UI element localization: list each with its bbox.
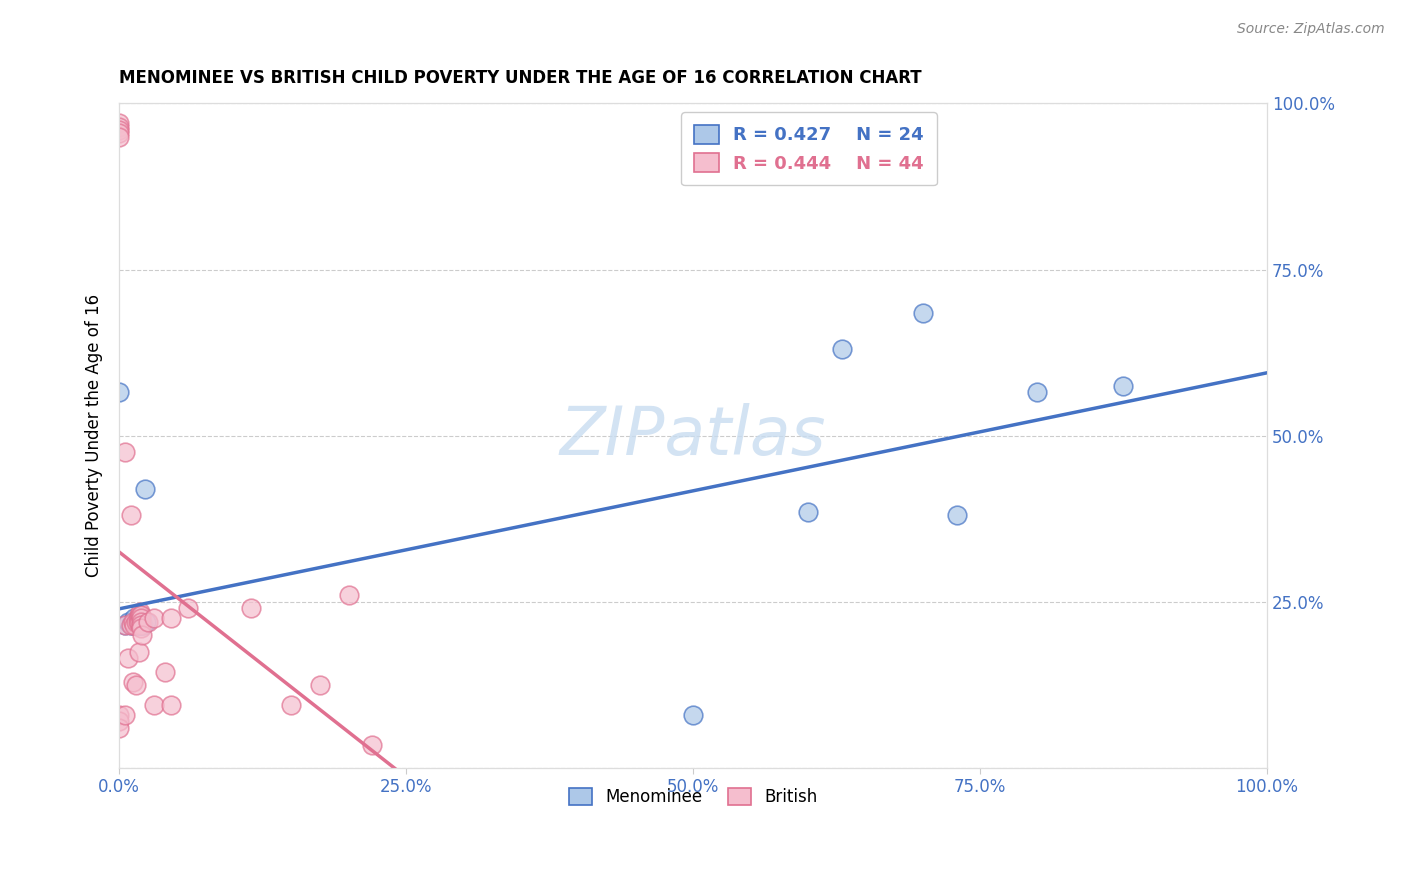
Point: [682, 707, 704, 722]
Point: [240, 601, 263, 615]
Point: [1112, 379, 1135, 393]
Point: [129, 618, 152, 632]
Point: [122, 618, 145, 632]
Point: [129, 621, 152, 635]
Point: [136, 615, 159, 629]
Point: [177, 601, 200, 615]
Point: [117, 651, 139, 665]
Point: [108, 126, 131, 140]
Point: [127, 615, 149, 629]
Point: [124, 615, 146, 629]
Point: [108, 129, 131, 144]
Point: [153, 665, 176, 679]
Point: [108, 120, 131, 134]
Point: [129, 608, 152, 623]
Point: [120, 508, 142, 523]
Legend: Menominee, British: Menominee, British: [562, 781, 824, 813]
Point: [108, 721, 131, 735]
Y-axis label: Child Poverty Under the Age of 16: Child Poverty Under the Age of 16: [86, 294, 103, 577]
Point: [120, 618, 142, 632]
Point: [129, 611, 152, 625]
Point: [114, 618, 136, 632]
Point: [128, 611, 150, 625]
Point: [114, 707, 136, 722]
Point: [108, 385, 131, 400]
Point: [128, 645, 150, 659]
Point: [160, 698, 183, 712]
Point: [125, 615, 148, 629]
Point: [122, 615, 145, 629]
Point: [108, 123, 131, 137]
Point: [129, 615, 152, 629]
Point: [128, 608, 150, 623]
Point: [131, 628, 153, 642]
Point: [129, 615, 152, 629]
Point: [114, 618, 136, 632]
Point: [360, 738, 382, 752]
Point: [108, 714, 131, 729]
Point: [129, 618, 152, 632]
Point: [120, 618, 142, 632]
Point: [337, 588, 360, 602]
Point: [108, 707, 131, 722]
Point: [132, 618, 155, 632]
Text: MENOMINEE VS BRITISH CHILD POVERTY UNDER THE AGE OF 16 CORRELATION CHART: MENOMINEE VS BRITISH CHILD POVERTY UNDER…: [120, 69, 922, 87]
Point: [135, 615, 157, 629]
Point: [122, 611, 145, 625]
Point: [142, 698, 165, 712]
Point: [129, 605, 152, 619]
Point: [797, 505, 820, 519]
Point: [121, 615, 143, 629]
Point: [1026, 385, 1049, 400]
Point: [122, 674, 145, 689]
Point: [280, 698, 302, 712]
Point: [129, 608, 152, 623]
Point: [108, 116, 131, 130]
Text: Source: ZipAtlas.com: Source: ZipAtlas.com: [1237, 22, 1385, 37]
Point: [128, 618, 150, 632]
Point: [946, 508, 969, 523]
Point: [142, 611, 165, 625]
Point: [831, 343, 853, 357]
Point: [160, 611, 183, 625]
Text: ZIPatlas: ZIPatlas: [560, 402, 827, 468]
Point: [117, 615, 139, 629]
Point: [125, 618, 148, 632]
Point: [114, 445, 136, 459]
Point: [134, 482, 156, 496]
Point: [911, 306, 934, 320]
Point: [122, 618, 145, 632]
Point: [131, 618, 153, 632]
Point: [309, 678, 332, 692]
Point: [128, 615, 150, 629]
Point: [125, 678, 148, 692]
Point: [127, 615, 149, 629]
